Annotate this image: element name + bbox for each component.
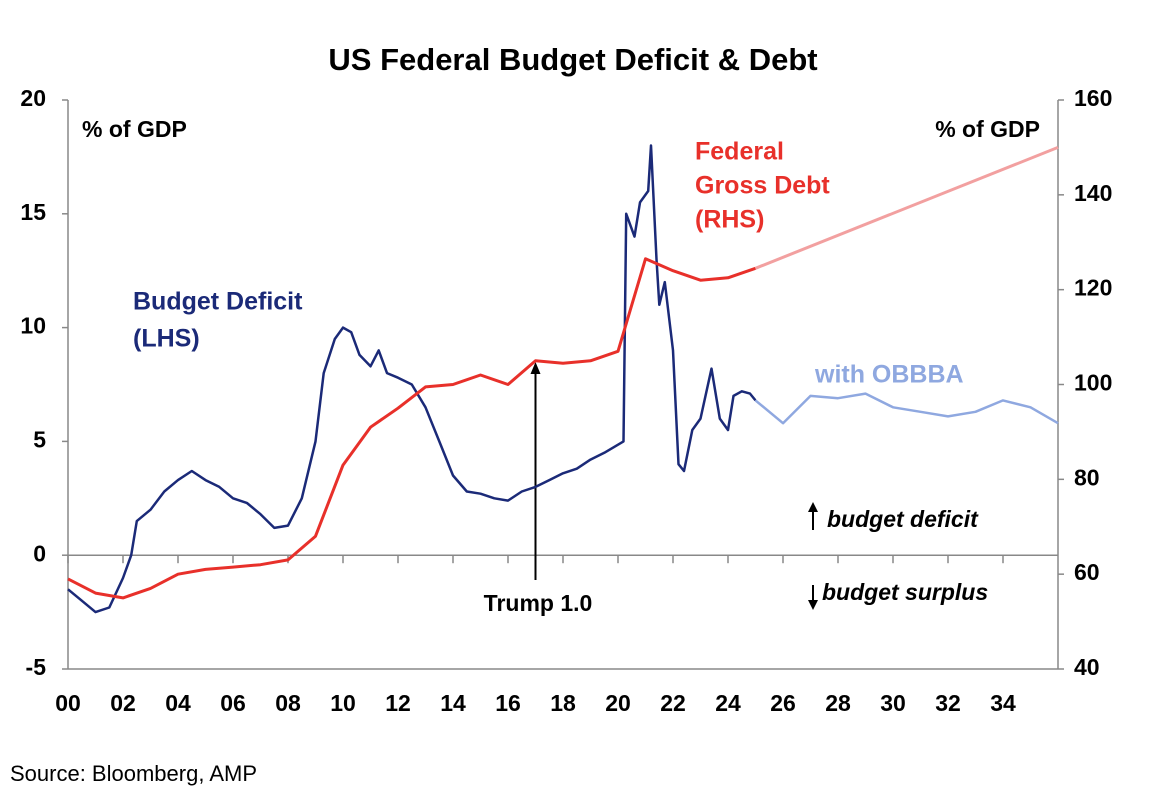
y-tick-label: 0 <box>33 540 46 566</box>
x-tick-label: 00 <box>55 690 81 716</box>
y-tick-label: 10 <box>20 313 46 339</box>
line <box>67 144 757 614</box>
x-tick-label: 26 <box>770 690 796 716</box>
arrows <box>808 502 818 610</box>
series-label: Budget Deficit <box>133 288 303 316</box>
x-tick-label: 34 <box>990 690 1016 716</box>
arrow-head <box>808 600 818 610</box>
x-tick-label: 24 <box>715 690 741 716</box>
x-tick-label: 32 <box>935 690 961 716</box>
x-tick-label: 08 <box>275 690 301 716</box>
y2-tick-label: 80 <box>1074 464 1100 490</box>
y2-tick-label: 160 <box>1074 85 1112 111</box>
y2-tick-label: 140 <box>1074 180 1112 206</box>
y-tick-label: 15 <box>20 199 46 225</box>
arrow-head <box>808 502 818 512</box>
series-label: Federal <box>695 138 784 166</box>
line <box>67 257 756 600</box>
x-tick-label: 04 <box>165 690 191 716</box>
y-tick-label: -5 <box>26 654 47 680</box>
y2-tick-label: 40 <box>1074 654 1100 680</box>
x-tick-label: 18 <box>550 690 576 716</box>
x-tick-label: 30 <box>880 690 906 716</box>
series-label: (LHS) <box>133 325 200 353</box>
y-tick-label: 20 <box>20 85 46 111</box>
x-tick-label: 16 <box>495 690 521 716</box>
x-tick-label: 12 <box>385 690 411 716</box>
line <box>754 146 1059 270</box>
annotation-arrow-head <box>530 362 541 374</box>
y2-tick-label: 100 <box>1074 370 1112 396</box>
x-tick-label: 06 <box>220 690 246 716</box>
x-tick-label: 14 <box>440 690 466 716</box>
chart-title: US Federal Budget Deficit & Debt <box>328 42 817 77</box>
y-axis-label: % of GDP <box>82 116 187 142</box>
annotation: budget deficit <box>827 506 979 532</box>
x-tick-label: 28 <box>825 690 851 716</box>
y2-tick-label: 60 <box>1074 559 1100 585</box>
annotation: Trump 1.0 <box>484 590 593 616</box>
series-label: (RHS) <box>695 206 764 234</box>
y-tick-label: 5 <box>33 426 46 452</box>
y2-axis-label: % of GDP <box>935 116 1040 142</box>
series-label: Gross Debt <box>695 172 830 200</box>
x-tick-label: 02 <box>110 690 136 716</box>
line <box>754 392 1059 425</box>
annotation: budget surplus <box>822 579 988 605</box>
series-label: with OBBBA <box>814 361 964 389</box>
x-tick-label: 20 <box>605 690 631 716</box>
x-tick-label: 22 <box>660 690 686 716</box>
source: Source: Bloomberg, AMP <box>10 761 257 786</box>
y2-tick-label: 120 <box>1074 275 1112 301</box>
x-tick-label: 10 <box>330 690 356 716</box>
